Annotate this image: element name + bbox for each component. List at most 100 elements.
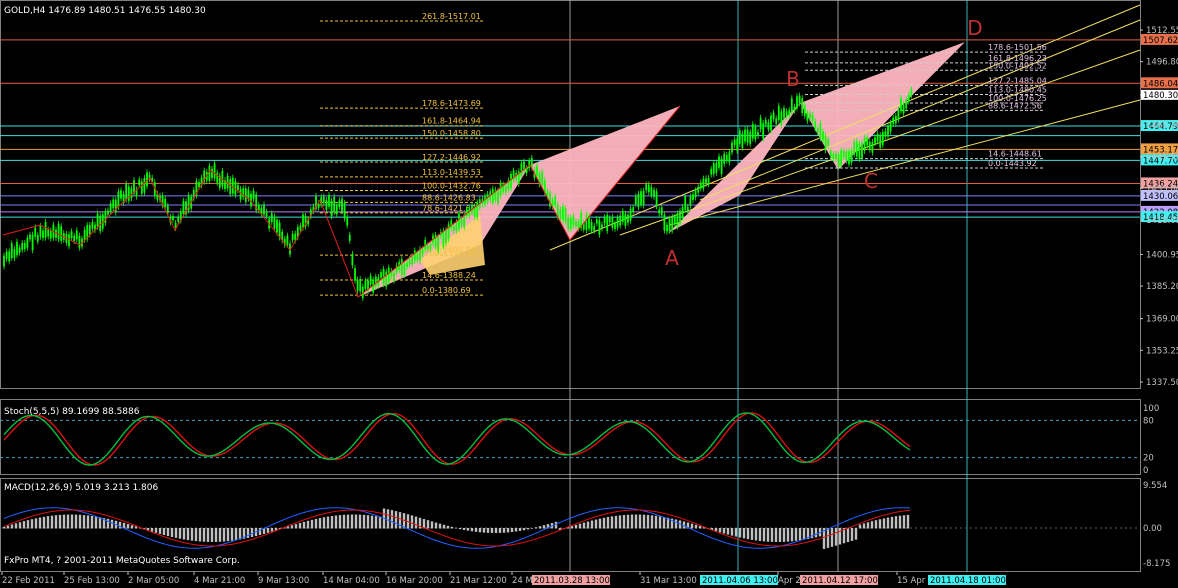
candle-body	[767, 122, 770, 130]
price-tick-label: 1418.05	[1146, 216, 1178, 226]
macd-histogram-bar	[518, 528, 522, 531]
candle-body	[237, 185, 239, 190]
candle-body	[816, 128, 819, 133]
candle-body	[907, 94, 910, 102]
candle-body	[73, 235, 76, 241]
candle-body	[824, 135, 827, 151]
candle-body	[611, 216, 614, 228]
candle-body	[42, 230, 44, 239]
candle-body	[593, 225, 596, 231]
candle-body	[512, 170, 515, 181]
macd-histogram-bar	[106, 518, 110, 529]
macd-histogram-bar	[54, 515, 58, 529]
macd-histogram-bar	[874, 520, 878, 529]
candle-body	[528, 160, 531, 169]
candle-body	[660, 207, 663, 216]
macd-histogram-bar	[854, 528, 858, 540]
candle-body	[569, 217, 572, 230]
candle-body	[894, 115, 897, 124]
macd-histogram-bar	[310, 519, 314, 529]
macd-histogram-bar	[850, 528, 854, 541]
macd-level-label: -8.175	[1143, 559, 1170, 569]
macd-histogram-bar	[138, 527, 142, 529]
macd-histogram-bar	[226, 528, 230, 542]
price-tick-label: 1337.50	[1146, 378, 1178, 388]
macd-histogram-bar	[422, 518, 426, 529]
macd-histogram-bar	[334, 515, 338, 529]
fib-level-label: 161.8-1464.94	[422, 117, 481, 126]
candle-body	[801, 98, 804, 114]
candle-body	[684, 196, 687, 210]
macd-histogram-bar	[642, 514, 646, 529]
candle-body	[208, 165, 211, 181]
macd-histogram-bar	[810, 528, 814, 539]
candle-body	[372, 279, 375, 293]
macd-histogram-bar	[94, 516, 98, 529]
macd-histogram-bar	[202, 528, 206, 542]
candle-body	[598, 220, 601, 235]
candle-body	[419, 248, 421, 261]
time-tick-label: 9 Mar 13:00	[258, 576, 309, 586]
candle-body	[187, 195, 190, 211]
candle-body	[421, 249, 424, 255]
candle-body	[348, 234, 351, 241]
macd-histogram-bar	[494, 528, 498, 533]
macd-histogram-bar	[766, 528, 770, 542]
candle-body	[546, 191, 549, 197]
macd-histogram-bar	[626, 514, 630, 529]
macd-level-label: 9.554	[1143, 481, 1167, 491]
macd-histogram-bar	[842, 528, 846, 544]
candle-body	[673, 216, 676, 225]
price-level-tag	[1141, 154, 1178, 166]
candle-body	[239, 188, 242, 200]
macd-histogram-bar	[782, 528, 786, 542]
macd-histogram-bar	[122, 522, 126, 529]
candle-body	[900, 97, 902, 112]
macd-histogram-bar	[870, 521, 874, 529]
time-highlight-text: 2011.04.12 17:00	[802, 576, 878, 586]
fib-level-label: 178.6-1473.69	[422, 99, 481, 108]
macd-histogram-bar	[274, 528, 278, 531]
candle-body	[361, 286, 364, 298]
pattern-overlap	[420, 215, 485, 275]
fib-level-label: 14.6-1448.61	[988, 150, 1042, 159]
macd-histogram-bar	[302, 521, 306, 529]
candle-body	[720, 158, 723, 175]
candle-body	[676, 213, 679, 227]
macd-histogram-bar	[234, 528, 238, 541]
macd-histogram-bar	[102, 518, 106, 529]
copyright-footer: FxPro MT4, ? 2001-2011 MetaQuotes Softwa…	[4, 556, 240, 566]
candle-body	[725, 154, 728, 161]
candle-body	[582, 222, 585, 230]
candle-body	[317, 203, 320, 208]
macd-histogram-bar	[398, 512, 402, 529]
candle-body	[229, 178, 232, 194]
candle-body	[174, 222, 177, 228]
candle-body	[746, 129, 749, 143]
candle-body	[312, 206, 315, 211]
macd-histogram-bar	[354, 514, 358, 529]
macd-histogram-bar	[74, 514, 78, 529]
macd-histogram-bar	[906, 514, 910, 529]
macd-histogram-bar	[10, 524, 14, 529]
macd-histogram-bar	[390, 510, 394, 529]
time-tick-label: 21 Mar 12:00	[450, 576, 507, 586]
macd-histogram-bar	[578, 523, 582, 529]
candle-body	[806, 112, 809, 121]
price-level-tag-text: 1464.79	[1143, 122, 1178, 132]
candle-body	[868, 141, 871, 150]
candle-body	[325, 199, 328, 210]
macd-histogram-bar	[466, 528, 470, 531]
macd-histogram-bar	[538, 526, 542, 529]
macd-histogram-bar	[110, 519, 114, 529]
macd-histogram-bar	[690, 523, 694, 529]
stoch-level-label: 20	[1143, 454, 1154, 464]
candle-body	[853, 141, 856, 155]
candle-body	[827, 139, 830, 146]
candle-body	[562, 206, 564, 221]
candle-body	[393, 272, 395, 281]
candle-body	[385, 271, 388, 287]
candle-body	[621, 211, 624, 222]
